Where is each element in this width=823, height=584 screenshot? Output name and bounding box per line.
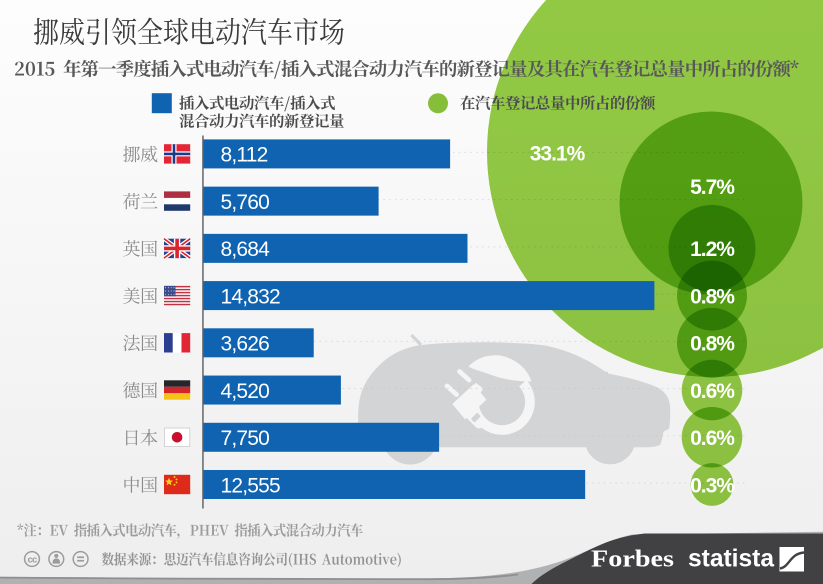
svg-text:3,626: 3,626 (221, 333, 270, 356)
svg-text:0.8%: 0.8% (690, 333, 735, 356)
svg-text:5.7%: 5.7% (690, 176, 735, 199)
svg-text:7,750: 7,750 (221, 427, 270, 450)
svg-text:0.8%: 0.8% (690, 285, 735, 308)
svg-text:1.2%: 1.2% (690, 238, 735, 261)
svg-text:0.6%: 0.6% (690, 427, 735, 450)
svg-text:33.1%: 33.1% (530, 142, 586, 165)
svg-text:8,684: 8,684 (221, 238, 271, 261)
svg-text:cc: cc (28, 554, 37, 565)
svg-text:14,832: 14,832 (221, 285, 281, 308)
svg-text:0.6%: 0.6% (690, 380, 735, 403)
svg-text:12,555: 12,555 (221, 474, 281, 497)
svg-text:Forbes: Forbes (591, 546, 674, 573)
svg-text:5,760: 5,760 (221, 191, 270, 214)
svg-text:0.3%: 0.3% (690, 474, 735, 497)
svg-text:4,520: 4,520 (221, 380, 270, 403)
svg-text:statista: statista (688, 545, 775, 573)
svg-text:8,112: 8,112 (221, 144, 268, 167)
